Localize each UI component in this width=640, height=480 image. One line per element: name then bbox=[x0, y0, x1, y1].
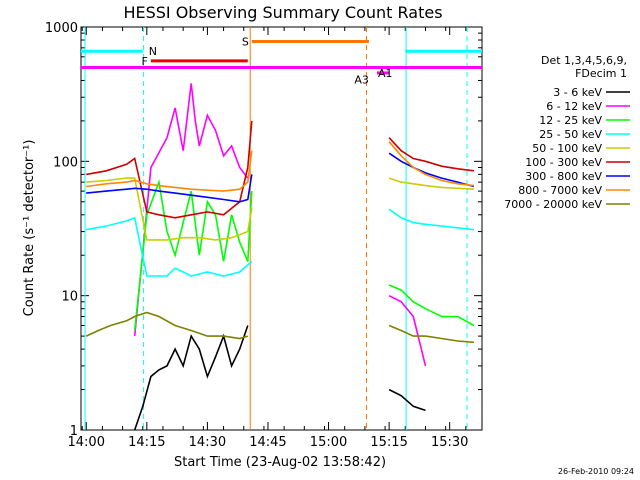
x-tick-label: 15:15 bbox=[370, 435, 407, 450]
series-line bbox=[86, 177, 253, 241]
series-line bbox=[86, 174, 253, 203]
series-line bbox=[388, 388, 426, 412]
legend-label: 3 - 6 keV bbox=[553, 86, 602, 99]
annotation-label: F bbox=[142, 55, 148, 68]
interval-lines bbox=[84, 27, 468, 430]
legend-label: 6 - 12 keV bbox=[546, 100, 602, 113]
legend-label: 100 - 300 keV bbox=[525, 156, 602, 169]
series-line bbox=[388, 137, 474, 172]
series-lines bbox=[85, 83, 475, 431]
series-line bbox=[133, 83, 249, 337]
legend-label: 7000 - 20000 keV bbox=[504, 198, 602, 211]
y-tick-label: 1000 bbox=[45, 21, 78, 36]
series-line bbox=[86, 120, 253, 219]
series-line bbox=[85, 311, 249, 340]
series-line bbox=[388, 152, 475, 188]
annotation-label: S bbox=[242, 35, 249, 48]
footer-timestamp: 26-Feb-2010 09:24 bbox=[558, 467, 634, 476]
legend-label: 25 - 50 keV bbox=[539, 128, 602, 141]
chart-title: HESSI Observing Summary Count Rates bbox=[123, 3, 442, 22]
legend-label: 800 - 7000 keV bbox=[518, 184, 602, 197]
series-line bbox=[388, 177, 474, 190]
series-line bbox=[86, 216, 253, 277]
annotation-label: A3 bbox=[354, 74, 369, 87]
annotation-label: A1 bbox=[378, 67, 393, 80]
series-line bbox=[388, 324, 474, 344]
legend-label: 12 - 25 keV bbox=[539, 114, 602, 127]
x-tick-label: 14:45 bbox=[249, 435, 286, 450]
x-tick-label: 14:15 bbox=[128, 435, 165, 450]
interval-annotations: NF S A1 A3 bbox=[81, 35, 482, 87]
series-line bbox=[86, 150, 253, 192]
series-line bbox=[388, 284, 475, 327]
series-line bbox=[133, 325, 249, 431]
series-line bbox=[388, 141, 474, 187]
x-tick-label: 14:30 bbox=[189, 435, 226, 450]
plot-frame bbox=[80, 26, 483, 431]
x-axis-label: Start Time (23-Aug-02 13:58:42) bbox=[174, 455, 386, 470]
annotation-label: N bbox=[149, 45, 157, 58]
y-tick-label: 100 bbox=[53, 155, 78, 170]
y-tick-label: 1 bbox=[70, 424, 78, 439]
series-line bbox=[133, 178, 253, 331]
legend-header: Det 1,3,4,5,6,9, bbox=[541, 54, 627, 67]
axis-ticks: 14:00 14:15 14:30 14:45 15:00 15:15 15:30 1 10 10… bbox=[45, 21, 482, 450]
y-tick-label: 10 bbox=[61, 290, 78, 305]
y-axis-label: Count Rate (s⁻¹ detector⁻¹) bbox=[22, 140, 37, 317]
x-tick-label: 15:00 bbox=[310, 435, 347, 450]
series-line bbox=[388, 208, 474, 231]
legend-header: FDecim 1 bbox=[575, 67, 627, 80]
x-tick-label: 15:30 bbox=[431, 435, 468, 450]
x-tick-label: 14:00 bbox=[68, 435, 105, 450]
legend-label: 300 - 800 keV bbox=[525, 170, 602, 183]
legend-label: 50 - 100 keV bbox=[532, 142, 602, 155]
series-line bbox=[388, 294, 427, 367]
